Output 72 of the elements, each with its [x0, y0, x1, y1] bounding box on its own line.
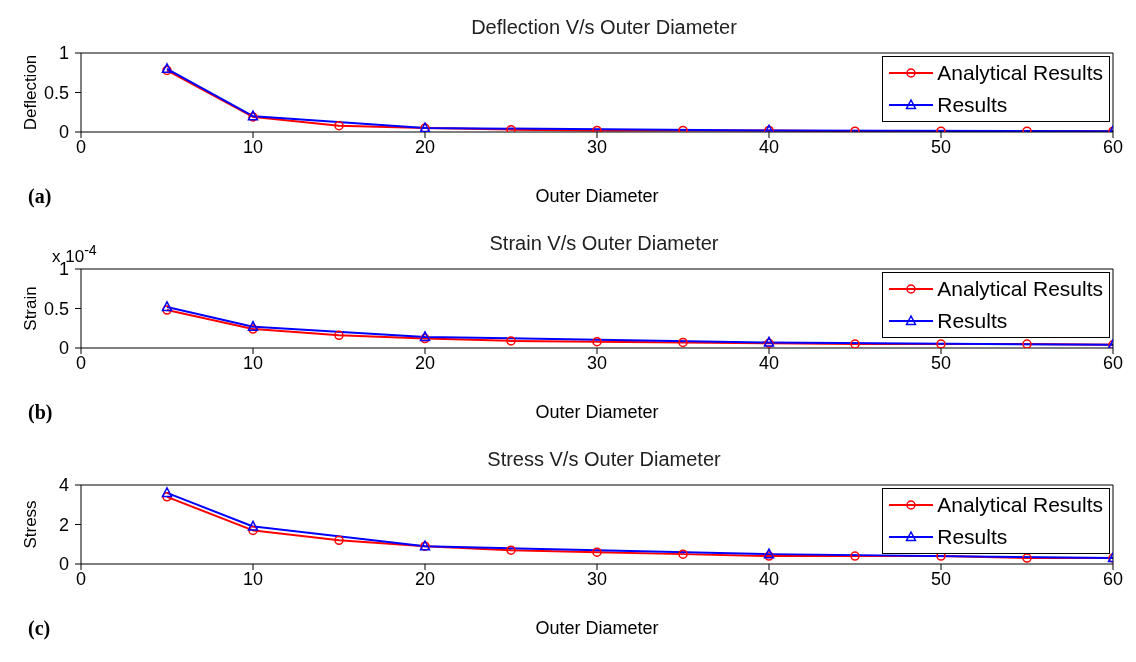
point: [678, 125, 688, 132]
legend-label: Analytical Results: [937, 61, 1103, 85]
x-tick-label: 40: [758, 136, 780, 157]
x-tick-label: 60: [1102, 136, 1124, 157]
y-axis-title: Deflection: [21, 54, 41, 131]
text: (b): [28, 401, 53, 424]
y-tick-label: 0: [58, 554, 69, 575]
point: [678, 549, 688, 559]
y-tick-label: 1: [58, 43, 69, 64]
x-tick-label: 50: [930, 136, 952, 157]
x-axis-title: Outer Diameter: [535, 186, 659, 206]
point: [506, 336, 516, 346]
y-tick-label: 0.5: [43, 82, 69, 103]
point: [334, 535, 344, 546]
y-axis-title: Stress: [21, 500, 41, 549]
point: [678, 337, 688, 348]
point: [162, 492, 172, 502]
point: [592, 547, 602, 557]
point: [248, 525, 258, 536]
chart-title: Deflection V/s Outer Diameter: [470, 15, 738, 40]
point: [506, 545, 516, 555]
point: [162, 305, 172, 315]
chart-title: Stress V/s Outer Diameter: [486, 447, 722, 472]
x-tick-label: 20: [414, 568, 436, 589]
x-tick-label: 10: [242, 136, 264, 157]
legend-label: Results: [937, 309, 1008, 333]
x-tick-label: 50: [930, 568, 952, 589]
x-tick-label: 30: [586, 136, 608, 157]
y-axis-title: Strain: [21, 286, 41, 331]
y-tick-label: 0: [58, 338, 69, 359]
point: [936, 339, 946, 348]
legend-label: Results: [937, 525, 1008, 549]
chart-title: Strain V/s Outer Diameter: [489, 232, 719, 254]
x-tick-label: 0: [75, 136, 87, 157]
x-tick-label: 20: [414, 352, 436, 373]
x-tick-label: 60: [1102, 568, 1124, 589]
y-tick-label: 0.5: [43, 298, 69, 319]
x-tick-label: 40: [758, 352, 780, 373]
x-tick-label: 30: [586, 568, 608, 589]
x-tick-label: 10: [242, 568, 264, 589]
point: [247, 320, 259, 331]
y-tick-label: 2: [58, 514, 69, 535]
x-tick-label: 10: [242, 352, 264, 373]
x-axis-title: Outer Diameter: [535, 618, 659, 638]
point: [1022, 339, 1032, 348]
point: [248, 324, 258, 334]
x-tick-label: 30: [586, 352, 608, 373]
point: [247, 520, 259, 531]
point: [334, 120, 344, 131]
point: [592, 336, 602, 347]
y-tick-label: 0: [58, 122, 69, 143]
point: [592, 125, 602, 132]
x-axis-title: Outer Diameter: [535, 402, 659, 422]
legend-label: Analytical Results: [937, 493, 1103, 517]
point: [1022, 553, 1032, 563]
text: (c): [28, 617, 51, 640]
x-tick-label: 60: [1102, 352, 1124, 373]
point: [334, 330, 344, 341]
y-tick-label: 4: [58, 475, 69, 496]
x-tick-label: 40: [758, 568, 780, 589]
legend-label: Analytical Results: [937, 277, 1103, 301]
point: [850, 339, 860, 348]
x-tick-label: 0: [75, 568, 87, 589]
text: (a): [28, 185, 52, 208]
point: [161, 301, 173, 312]
legend-label: Results: [937, 93, 1008, 117]
x-tick-label: 50: [930, 352, 952, 373]
point: [161, 487, 173, 498]
point: [506, 124, 516, 132]
x-tick-label: 0: [75, 352, 87, 373]
x-tick-label: 20: [414, 136, 436, 157]
point: [850, 551, 860, 561]
